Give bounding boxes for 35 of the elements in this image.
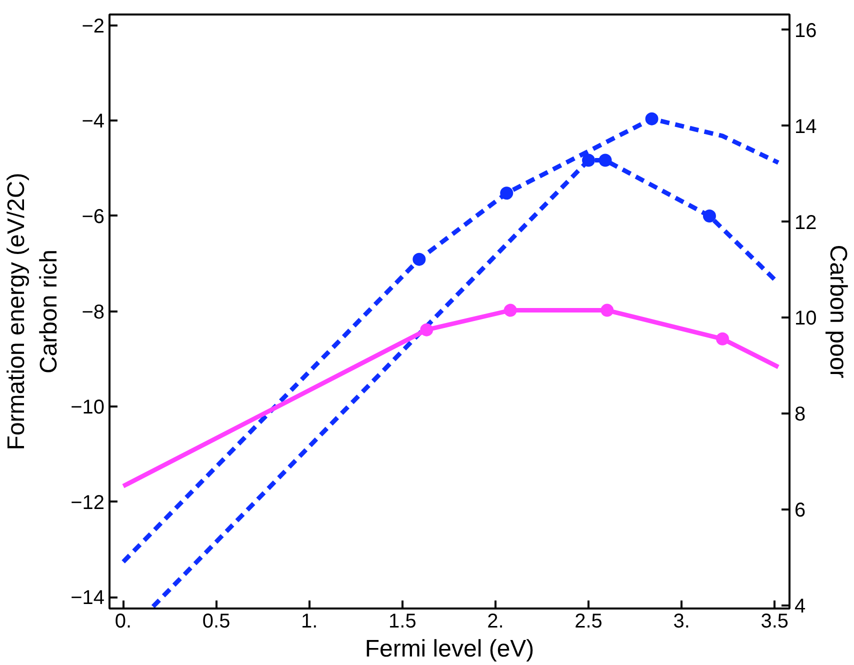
y2-tick-label: 4: [794, 596, 806, 618]
y-tick-label: −12: [70, 492, 105, 514]
x-tick-label: 0.5: [202, 610, 230, 632]
x-axis-title: Fermi level (eV): [364, 636, 534, 662]
point: [500, 186, 514, 200]
x-tick-label: 3.: [673, 610, 690, 632]
x-tick-label: 0.: [114, 610, 132, 632]
x-tick-label: 2.5: [574, 610, 602, 632]
y-tick-label: −8: [82, 301, 105, 324]
y2-tick-label: 14: [794, 116, 817, 138]
x-tick-label: 1.5: [388, 610, 416, 632]
point: [504, 304, 517, 317]
y2-tick-label: 10: [794, 308, 817, 330]
y2-tick-label: 8: [794, 404, 806, 426]
y-axis-title: Formation energy (eV/2C) Carbon rich: [3, 172, 63, 450]
x-tick-label: 2.: [487, 610, 504, 632]
y2-tick-label: 12: [794, 212, 817, 234]
y-tick-label: −6: [82, 206, 105, 228]
x-tick-label: 3.5: [760, 610, 789, 632]
point: [412, 252, 426, 266]
point: [420, 323, 434, 336]
y2-tick-label: 6: [794, 500, 806, 522]
point: [598, 154, 612, 167]
point: [716, 332, 730, 346]
point: [645, 112, 658, 126]
y-tick-label: −10: [70, 396, 105, 419]
y2-axis-title: Carbon poor: [824, 244, 852, 378]
point: [582, 154, 596, 167]
x-tick-label: 1.: [301, 610, 318, 632]
y-tick-label: −4: [82, 110, 105, 133]
point: [702, 210, 716, 222]
y-tick-label: −14: [70, 587, 105, 610]
point: [600, 304, 614, 317]
y-tick-label: −2: [82, 15, 105, 38]
y2-tick-label: 16: [794, 20, 817, 42]
